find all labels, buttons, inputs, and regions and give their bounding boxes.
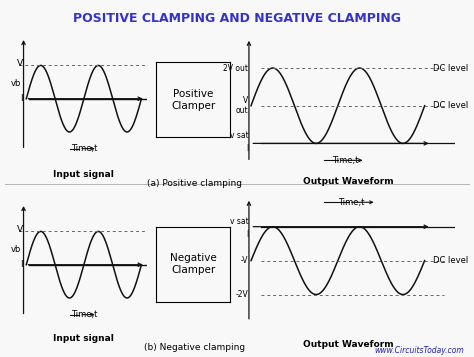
Text: 2V out: 2V out xyxy=(223,64,248,72)
Text: DC level: DC level xyxy=(433,256,468,265)
Text: vb: vb xyxy=(11,245,21,254)
Text: www.CircuitsToday.com: www.CircuitsToday.com xyxy=(375,346,465,355)
Text: Time,t: Time,t xyxy=(71,144,97,153)
Text: Input signal: Input signal xyxy=(53,334,113,343)
Text: v sat: v sat xyxy=(229,131,248,140)
Text: Time,t: Time,t xyxy=(338,198,365,207)
Text: V: V xyxy=(17,59,23,68)
Text: DC level: DC level xyxy=(433,64,468,72)
Text: DC level: DC level xyxy=(433,101,468,110)
Text: Time,t: Time,t xyxy=(71,310,97,319)
Text: Negative
Clamper: Negative Clamper xyxy=(170,253,217,275)
Text: Output Waveform: Output Waveform xyxy=(303,177,394,186)
Text: (b) Negative clamping: (b) Negative clamping xyxy=(144,343,245,352)
Text: Positive
Clamper: Positive Clamper xyxy=(171,89,215,111)
Text: Time,t: Time,t xyxy=(331,156,358,165)
Text: v sat: v sat xyxy=(229,217,248,226)
Text: l: l xyxy=(20,260,23,269)
Text: V: V xyxy=(17,225,23,234)
Text: -V: -V xyxy=(241,256,248,265)
Text: Output Waveform: Output Waveform xyxy=(303,340,394,349)
Text: l: l xyxy=(246,144,248,153)
Text: l: l xyxy=(246,230,248,239)
Text: V
out: V out xyxy=(236,96,248,115)
Text: -2V: -2V xyxy=(236,290,248,299)
Text: vb: vb xyxy=(11,79,21,88)
Text: l: l xyxy=(20,94,23,103)
Text: (a) Positive clamping: (a) Positive clamping xyxy=(147,179,242,188)
Text: Input signal: Input signal xyxy=(53,170,113,179)
Text: POSITIVE CLAMPING AND NEGATIVE CLAMPING: POSITIVE CLAMPING AND NEGATIVE CLAMPING xyxy=(73,12,401,25)
